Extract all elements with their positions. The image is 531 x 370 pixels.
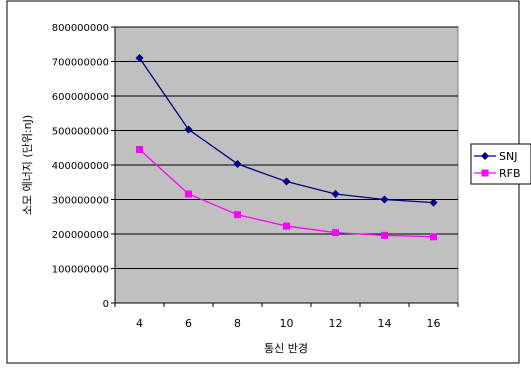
x-axis-ticks: 4 6 8 10 12 14 16 (114, 303, 459, 330)
y-tick-label: 200000000 (52, 230, 109, 241)
y-tick-label: 400000000 (52, 161, 109, 172)
y-tick-label: 700000000 (52, 58, 109, 69)
data-point (184, 125, 193, 134)
data-point (380, 195, 389, 204)
data-point (331, 189, 340, 198)
data-point (234, 211, 241, 219)
data-point (136, 145, 143, 153)
data-point (381, 231, 388, 239)
legend-item: SNJ (474, 150, 517, 163)
gridlines (114, 26, 458, 304)
data-point (429, 198, 438, 207)
legend-marker (481, 152, 489, 160)
legend-marker (481, 169, 489, 177)
series-snj (135, 54, 438, 207)
x-tick-label: 16 (427, 317, 441, 330)
series-group (135, 54, 438, 241)
x-tick-label: 10 (280, 317, 294, 330)
x-axis-title: 통신 반경 (264, 342, 308, 355)
data-point (135, 54, 144, 63)
y-axis-ticks: 0 100000000 200000000 300000000 400000000 500… (52, 23, 115, 310)
y-tick-label: 600000000 (52, 92, 109, 103)
y-tick-label: 300000000 (52, 196, 109, 207)
legend: SNJ RFB (470, 143, 531, 185)
legend-label: RFB (499, 167, 521, 180)
legend-item: RFB (474, 167, 521, 180)
y-axis-title: 소모 에너지 (단위:nJ) (21, 115, 34, 215)
data-point (185, 190, 192, 198)
legend-box (470, 143, 531, 185)
y-tick-label: 100000000 (52, 265, 109, 276)
series-rfb (136, 145, 437, 241)
data-point (430, 233, 437, 241)
x-tick-label: 12 (329, 317, 343, 330)
data-point (233, 159, 242, 168)
x-tick-label: 6 (185, 317, 192, 330)
x-tick-label: 8 (234, 317, 241, 330)
y-tick-label: 800000000 (52, 23, 109, 34)
data-point (282, 177, 291, 186)
y-tick-label: 0 (103, 299, 109, 310)
data-point (283, 222, 290, 230)
x-tick-label: 14 (378, 317, 392, 330)
x-tick-label: 4 (136, 317, 143, 330)
y-tick-label: 500000000 (52, 127, 109, 138)
legend-label: SNJ (499, 150, 517, 163)
data-point (332, 229, 339, 237)
